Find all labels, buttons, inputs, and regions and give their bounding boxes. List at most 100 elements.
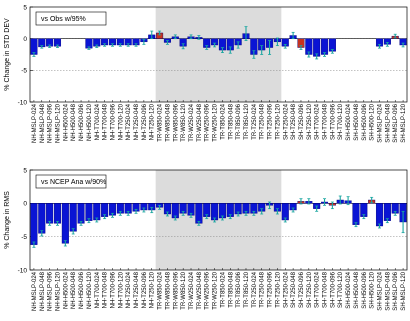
bar-NH-H500-024: [61, 203, 69, 244]
x-tick-label: SH-T700-048: [323, 103, 329, 140]
legend-box: [35, 174, 107, 189]
bar-NH-MSLP-096: [46, 203, 54, 224]
x-tick-label: SH-MSLP-096: [393, 271, 399, 310]
bar-NH-MSLP-120: [53, 203, 62, 224]
x-tick-label: NH-MSLP-120: [55, 103, 61, 143]
x-tick-label: TR-T250-096: [268, 103, 274, 139]
y-tick-label: 0: [23, 201, 27, 208]
x-tick-label: TR-W850-048: [165, 271, 171, 309]
x-tick-label: TR-T250-024: [252, 103, 258, 139]
x-tick-label: SH-H500-024: [346, 103, 352, 140]
x-tick-label: TR-T850-120: [244, 103, 250, 139]
y-axis-label: % Change in RMS: [4, 191, 11, 249]
legend: vs NCEP Ana w/90%: [35, 174, 107, 189]
x-tick-label: TR-T850-096: [236, 271, 242, 307]
bar-TR-W250-120: [211, 203, 219, 221]
x-tick-label: NH-T250-024: [126, 103, 132, 140]
x-tick-label: NH-T250-024: [126, 271, 132, 308]
bar-NH-T700-024: [93, 203, 101, 221]
x-tick-label: NH-T700-096: [110, 271, 116, 308]
x-tick-label: TR-T850-024: [220, 103, 226, 139]
x-tick-label: NH-T250-048: [134, 103, 140, 140]
x-tick-label: NH-MSLP-096: [48, 103, 54, 143]
x-tick-label: SH-H500-048: [354, 103, 360, 140]
x-tick-label: NH-H500-120: [87, 103, 93, 141]
x-tick-label: SH-T700-120: [338, 271, 344, 308]
bar-SH-MSLP-048: [383, 203, 391, 221]
y-tick-label: -5: [21, 234, 27, 241]
x-tick-label: SH-MSLP-048: [385, 103, 391, 142]
x-tick-label: SH-H500-120: [370, 103, 376, 140]
bar-SH-MSLP-024: [375, 203, 384, 227]
x-tick-label: SH-H500-048: [354, 271, 360, 308]
x-tick-label: SH-T700-096: [330, 103, 336, 140]
top-panel: 5 0 -5 -10 NH-MSLP-024 NH-MSLP-048 NH-MSLP-096…: [4, 4, 408, 143]
x-tick-label: SH-MSLP-096: [393, 103, 399, 142]
x-tick-label: TR-T250-120: [275, 103, 281, 139]
x-tick-label: TR-T250-024: [252, 271, 258, 307]
x-tick-label: SH-T250-048: [291, 103, 297, 140]
x-tick-label: NH-T250-048: [134, 271, 140, 308]
x-tick-label: TR-T850-024: [220, 271, 226, 307]
x-tick-label: NH-T250-096: [142, 103, 148, 140]
x-tick-label: NH-H500-048: [71, 271, 77, 309]
x-tick-label: SH-T250-120: [307, 271, 313, 308]
x-tick-label: TR-W850-048: [165, 103, 171, 141]
legend-label: vs Obs w/95%: [41, 16, 86, 23]
x-tick-label: NH-H500-024: [63, 103, 69, 141]
x-tick-label: SH-T250-120: [307, 103, 313, 140]
x-tick-label: NH-MSLP-048: [40, 103, 46, 143]
bar-NH-MSLP-048: [38, 203, 46, 234]
x-tick-label: NH-T700-024: [95, 103, 101, 140]
x-tick-label: SH-T700-096: [330, 271, 336, 308]
bar-NH-MSLP-024: [30, 38, 38, 55]
y-tick-label: -10: [18, 267, 28, 274]
y-tick-label: -5: [21, 68, 27, 75]
x-tick-label: NH-H500-120: [87, 271, 93, 309]
y-tick-label: 5: [23, 167, 27, 174]
x-tick-label: NH-MSLP-024: [32, 103, 38, 143]
legend-box: [35, 11, 107, 26]
bar-SH-T250-024: [281, 203, 289, 221]
x-tick-label: TR-W850-024: [158, 103, 164, 141]
x-tick-label: NH-H500-096: [79, 103, 85, 141]
x-tick-label: NH-T700-024: [95, 271, 101, 308]
x-tick-label: TR-W250-120: [213, 271, 219, 309]
x-tick-label: TR-T250-048: [260, 271, 266, 307]
x-tick-label: TR-W250-096: [205, 271, 211, 309]
x-tick-label: NH-MSLP-096: [48, 271, 54, 311]
x-tick-label: SH-T250-096: [299, 271, 305, 308]
x-tick-label: TR-W850-120: [181, 271, 187, 309]
bar-NH-H500-096: [77, 203, 85, 224]
x-tick-label: SH-T700-120: [338, 103, 344, 140]
x-tick-label: TR-W250-024: [189, 271, 195, 309]
x-tick-label: TR-W250-048: [197, 271, 203, 309]
x-tick-label: SH-H500-024: [346, 271, 352, 308]
bar-NH-MSLP-024: [30, 203, 38, 245]
y-axis-label: % Change in STD DEV: [4, 18, 11, 91]
x-tick-label: TR-T250-096: [268, 271, 274, 307]
x-tick-label: TR-W850-096: [173, 271, 179, 309]
x-tick-label: SH-T250-024: [283, 103, 289, 140]
x-tick-label: NH-T700-096: [110, 103, 116, 140]
x-tick-label: SH-H500-096: [362, 103, 368, 140]
plot-frame: [29, 169, 408, 271]
x-tick-label: TR-T850-048: [228, 103, 234, 139]
x-tick-label: TR-W850-096: [173, 103, 179, 141]
x-tick-label: NH-MSLP-024: [32, 271, 38, 311]
plot-frame: [29, 6, 408, 103]
x-tick-label: TR-W850-120: [181, 103, 187, 141]
y-tick-label: -10: [18, 99, 28, 106]
x-tick-label: SH-T250-048: [291, 271, 297, 308]
y-tick-label: 0: [23, 36, 27, 43]
x-tick-label: NH-H500-048: [71, 103, 77, 141]
x-tick-label: TR-T850-096: [236, 103, 242, 139]
x-tick-label: SH-T250-024: [283, 271, 289, 308]
x-tick-label: NH-T250-096: [142, 271, 148, 308]
bottom-panel: 5 0 -5 -10 NH-MSLP-024 NH-MSLP-048 NH-MSLP-096…: [4, 167, 408, 311]
x-tick-label: TR-W250-024: [189, 103, 195, 141]
x-tick-label: SH-T250-096: [299, 103, 305, 140]
x-tick-label: NH-MSLP-048: [40, 271, 46, 311]
x-tick-label: NH-T250-120: [150, 271, 156, 308]
